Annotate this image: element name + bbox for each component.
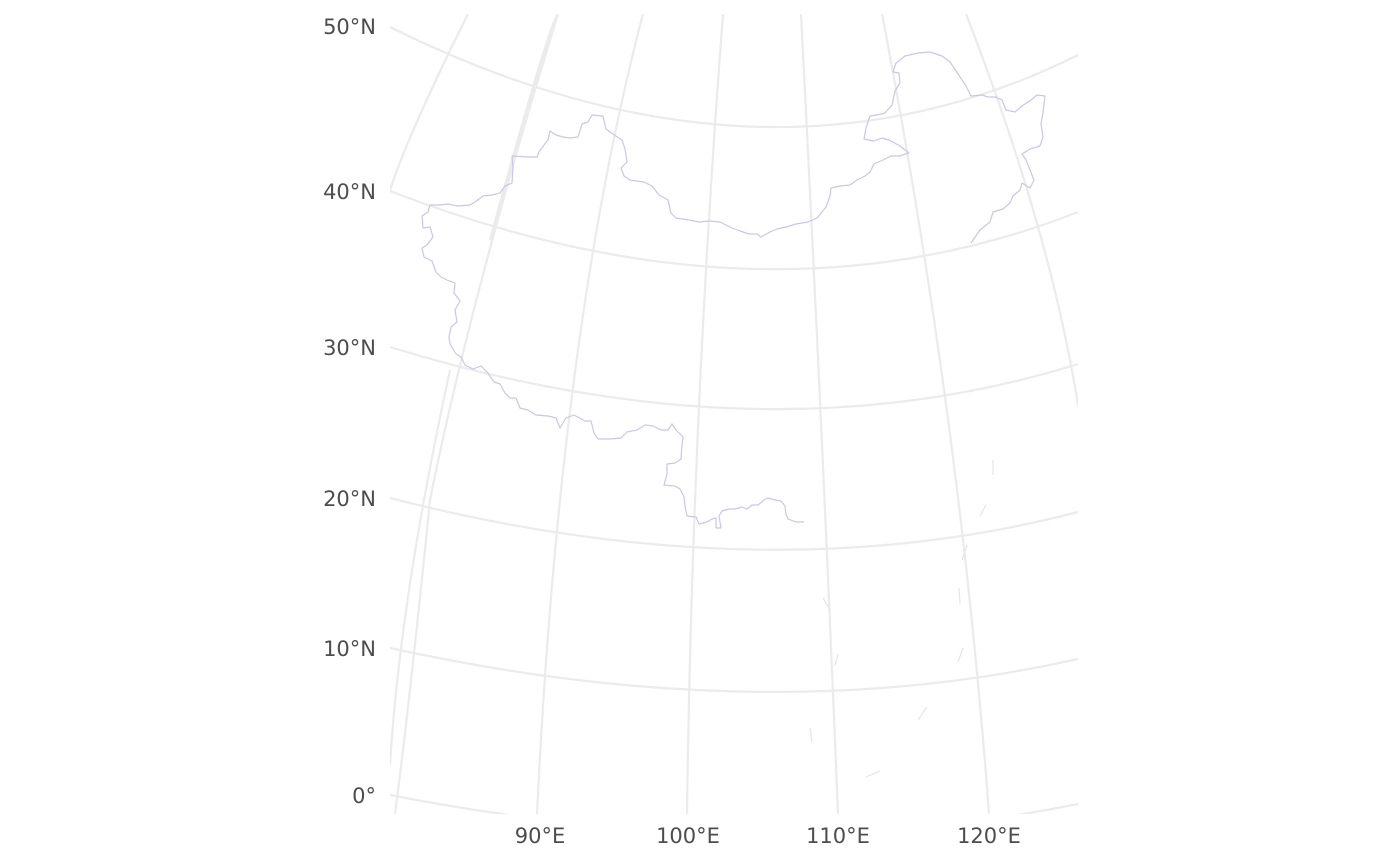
meridian-80e-lower (390, 369, 452, 766)
graticule-meridians (390, 14, 1078, 814)
meridian-100e (685, 14, 725, 814)
lon-label-90e: 90°E (515, 824, 566, 848)
meridian-80e (390, 14, 469, 191)
meridian-115e (880, 14, 991, 814)
latitude-labels: 50°N 40°N 30°N 20°N 10°N 0° (323, 15, 376, 808)
parallel-30n (390, 345, 1078, 411)
mark-2 (979, 504, 987, 517)
lon-label-120e: 120°E (957, 824, 1021, 848)
maritime-marks (809, 460, 994, 778)
china-boundary (421, 51, 1046, 529)
mark-8 (917, 706, 928, 721)
lat-label-0: 0° (352, 784, 376, 808)
lat-label-50n: 50°N (323, 15, 376, 39)
mark-10 (865, 770, 881, 778)
mark-4 (958, 587, 961, 605)
meridian-120e (964, 14, 1078, 406)
mark-3 (961, 544, 968, 561)
lat-label-40n: 40°N (323, 180, 376, 204)
meridian-110e (799, 14, 840, 814)
parallel-50n (390, 26, 1078, 129)
mark-6 (822, 597, 831, 611)
longitude-labels: 90°E 100°E 110°E 120°E (515, 824, 1021, 848)
lon-label-110e: 110°E (806, 824, 870, 848)
graticule-parallels (390, 26, 1078, 814)
parallel-20n (390, 496, 1078, 551)
meridian-90e (393, 14, 560, 814)
mark-5 (957, 647, 964, 663)
lat-label-20n: 20°N (323, 487, 376, 511)
parallel-0 (390, 793, 1078, 814)
lon-label-100e: 100°E (656, 824, 720, 848)
lat-label-30n: 30°N (323, 336, 376, 360)
mark-7 (834, 653, 839, 667)
mark-9 (809, 727, 813, 743)
meridian-95e (535, 14, 645, 814)
boundary-outline (421, 51, 1046, 529)
parallel-10n (390, 646, 1078, 694)
lat-label-10n: 10°N (323, 637, 376, 661)
